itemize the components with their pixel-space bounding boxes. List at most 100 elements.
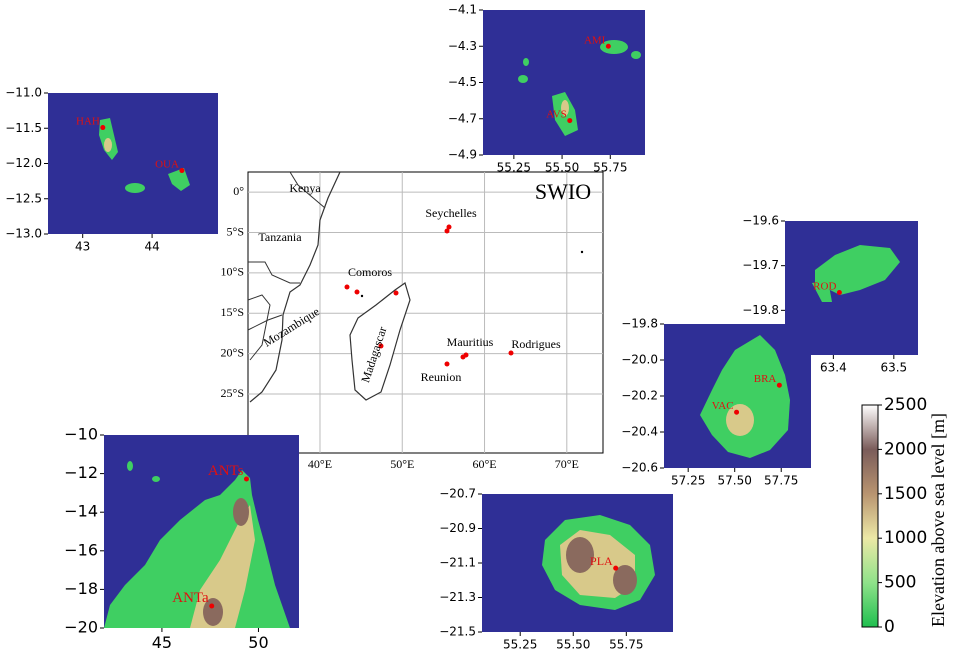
station-label: AMI — [584, 34, 606, 46]
border — [248, 261, 300, 284]
x-tick-label: 44 — [144, 240, 159, 254]
y-tick-label: −19.7 — [742, 258, 779, 272]
y-tick-label: 10°S — [221, 265, 244, 279]
x-tick-label: 40°E — [308, 457, 332, 471]
y-tick-label: −20.9 — [439, 521, 476, 535]
y-tick-label: −11.5 — [5, 121, 42, 135]
island — [561, 100, 569, 116]
station — [734, 409, 740, 415]
station — [179, 168, 185, 174]
station-label: ROD — [813, 280, 836, 292]
y-tick-label: −21.3 — [439, 590, 476, 604]
region-label: Rodrigues — [511, 337, 561, 351]
region-dots — [344, 224, 514, 367]
island — [203, 598, 223, 626]
map-title: SWIO — [535, 179, 591, 204]
country-label: Tanzania — [258, 230, 302, 244]
inset-map: 57.25 57.50 57.75 −19.8 −20.0 −20.2 −20.4 −20.6… — [621, 317, 811, 488]
y-tick-label: 5°S — [227, 224, 244, 238]
y-tick-label: −20.2 — [621, 389, 658, 403]
border — [247, 294, 271, 361]
colorbar-tick-label: 0 — [884, 617, 895, 637]
y-tick-label: −16 — [64, 540, 98, 559]
x-tick-label: 50 — [248, 633, 268, 652]
y-tick-label: −11.0 — [5, 86, 42, 100]
y-tick-label: −12 — [64, 463, 98, 482]
x-tick-label: 57.25 — [671, 474, 705, 488]
y-tick-label: −19.6 — [742, 214, 779, 228]
y-tick-label: −20.4 — [621, 425, 658, 439]
x-tick-label: 43 — [75, 240, 90, 254]
island — [631, 51, 641, 59]
sea — [48, 93, 218, 234]
region-label: Seychelles — [425, 206, 477, 220]
x-tick-label: 70°E — [555, 457, 579, 471]
station-label: ANTs — [208, 463, 244, 479]
colorbar — [862, 405, 878, 627]
colorbar-frame — [861, 404, 879, 628]
island — [152, 476, 160, 482]
colorbar-tick-label: 500 — [884, 573, 916, 593]
station-label: ANTa — [172, 590, 209, 606]
station-label: OUA — [155, 159, 179, 171]
colorbar-tick-label: 2000 — [884, 439, 927, 459]
y-tick-label: −18 — [64, 579, 98, 598]
y-tick-label: −20.6 — [621, 461, 658, 475]
island — [726, 404, 754, 436]
y-tick-label: −20.0 — [621, 353, 658, 367]
y-tick-label: 0° — [233, 184, 244, 198]
colorbar-tick-label: 1500 — [884, 484, 927, 504]
y-tick-label: −4.1 — [448, 3, 477, 17]
station — [243, 476, 249, 482]
y-tick-label: −20.7 — [439, 487, 476, 501]
x-tick-label: 60°E — [472, 457, 496, 471]
y-tick-label: −19.8 — [621, 317, 658, 331]
inset-map: 55.25 55.50 55.75 −20.7 −20.9 −21.1 −21.3 −21.5… — [439, 487, 673, 652]
y-tick-label: −12.0 — [5, 156, 42, 170]
station — [209, 603, 215, 609]
region-label: Comoros — [348, 265, 392, 279]
station — [567, 118, 573, 124]
country-label: Kenya — [289, 181, 321, 195]
island — [125, 183, 145, 193]
island — [518, 75, 528, 83]
x-tick-label: 55.75 — [593, 161, 627, 175]
colorbar-label: Elevation above sea level [m] — [928, 413, 948, 627]
y-tick-label: −4.7 — [448, 111, 477, 125]
island — [812, 280, 832, 302]
island — [233, 498, 249, 526]
station — [613, 565, 619, 571]
y-tick-label: −19.8 — [742, 303, 779, 317]
island-dot — [580, 250, 584, 254]
station — [776, 382, 782, 388]
island — [190, 505, 255, 628]
y-tick-label: 25°S — [221, 386, 244, 400]
region-label: Mauritius — [447, 335, 494, 349]
island-dot — [360, 294, 364, 298]
island — [815, 245, 900, 295]
island — [600, 40, 628, 54]
x-tick-label: 57.50 — [718, 474, 752, 488]
island — [127, 461, 133, 471]
island — [613, 565, 637, 595]
y-tick-label: −21.5 — [439, 625, 476, 639]
y-tick-label: −10 — [64, 425, 98, 444]
y-tick-label: −13.0 — [5, 227, 42, 241]
inset-map: 45 50 −10 −12 −14 −16 −18 −20 ANTs ANTa — [64, 425, 299, 652]
x-tick-label: 57.75 — [764, 474, 798, 488]
y-tick-label: −14 — [64, 502, 98, 521]
station-label: BRA — [754, 373, 777, 385]
x-tick-label: 50°E — [390, 457, 414, 471]
x-tick-label: 55.50 — [545, 161, 579, 175]
y-tick-label: −12.5 — [5, 191, 42, 205]
x-tick-label: 63.5 — [880, 361, 907, 375]
station-label: VAC — [712, 400, 734, 412]
x-tick-label: 63.4 — [820, 361, 847, 375]
island — [523, 58, 529, 66]
station — [100, 125, 106, 131]
map-frame — [247, 171, 604, 454]
colorbar-tick-label: 2500 — [884, 395, 927, 415]
madagascar-outline — [349, 282, 411, 401]
y-tick-label: −20 — [64, 618, 98, 637]
